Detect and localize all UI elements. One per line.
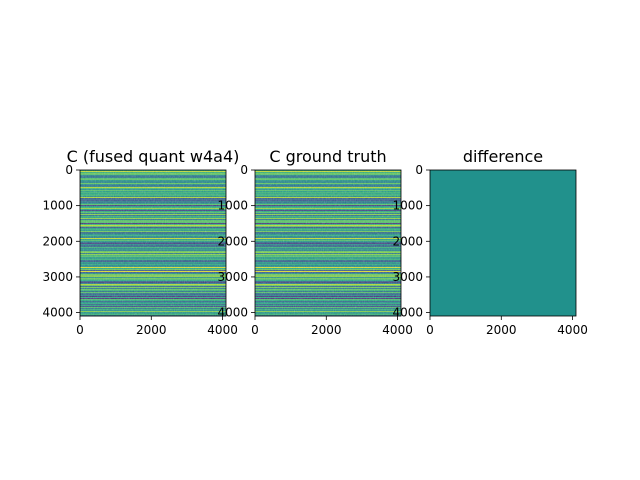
axes-frame <box>254 169 402 317</box>
axes-frame <box>79 169 227 317</box>
y-tick-label: 1000 <box>392 199 423 213</box>
x-tick-label: 0 <box>251 323 259 337</box>
subplot-title: C (fused quant w4a4) <box>67 147 240 166</box>
y-tick-label: 4000 <box>42 306 73 320</box>
x-tick-label: 0 <box>76 323 84 337</box>
y-tick-label: 1000 <box>42 199 73 213</box>
subplot-title: difference <box>463 147 543 166</box>
x-tick-label: 2000 <box>311 323 342 337</box>
heatmap-image <box>80 170 226 317</box>
y-tick-label: 2000 <box>42 234 73 248</box>
heatmap-image <box>430 170 576 316</box>
subplot-1: C (fused quant w4a4)0 2000 400001000200030… <box>42 147 239 337</box>
y-tick-label: 1000 <box>217 199 248 213</box>
subplot-title: C ground truth <box>269 147 386 166</box>
y-tick-label: 0 <box>240 163 248 177</box>
heatmap-image <box>255 170 401 317</box>
x-tick-label: 2000 <box>136 323 167 337</box>
x-tick-label: 0 <box>426 323 434 337</box>
x-tick-label: 4000 <box>382 323 413 337</box>
y-tick-label: 0 <box>415 163 423 177</box>
y-tick-label: 4000 <box>392 306 423 320</box>
x-tick-label: 2000 <box>486 323 517 337</box>
axes-frame <box>429 169 577 317</box>
x-tick-label: 4000 <box>207 323 238 337</box>
heatmap-fill <box>430 170 576 316</box>
y-tick-label: 3000 <box>42 270 73 284</box>
y-tick-label: 2000 <box>217 234 248 248</box>
y-tick-label: 4000 <box>217 306 248 320</box>
heatmap-texture <box>255 170 401 316</box>
y-tick-label: 0 <box>65 163 73 177</box>
x-tick-label: 4000 <box>557 323 588 337</box>
y-tick-label: 2000 <box>392 234 423 248</box>
y-tick-label: 3000 <box>392 270 423 284</box>
heatmap-texture <box>80 170 226 316</box>
y-tick-label: 3000 <box>217 270 248 284</box>
